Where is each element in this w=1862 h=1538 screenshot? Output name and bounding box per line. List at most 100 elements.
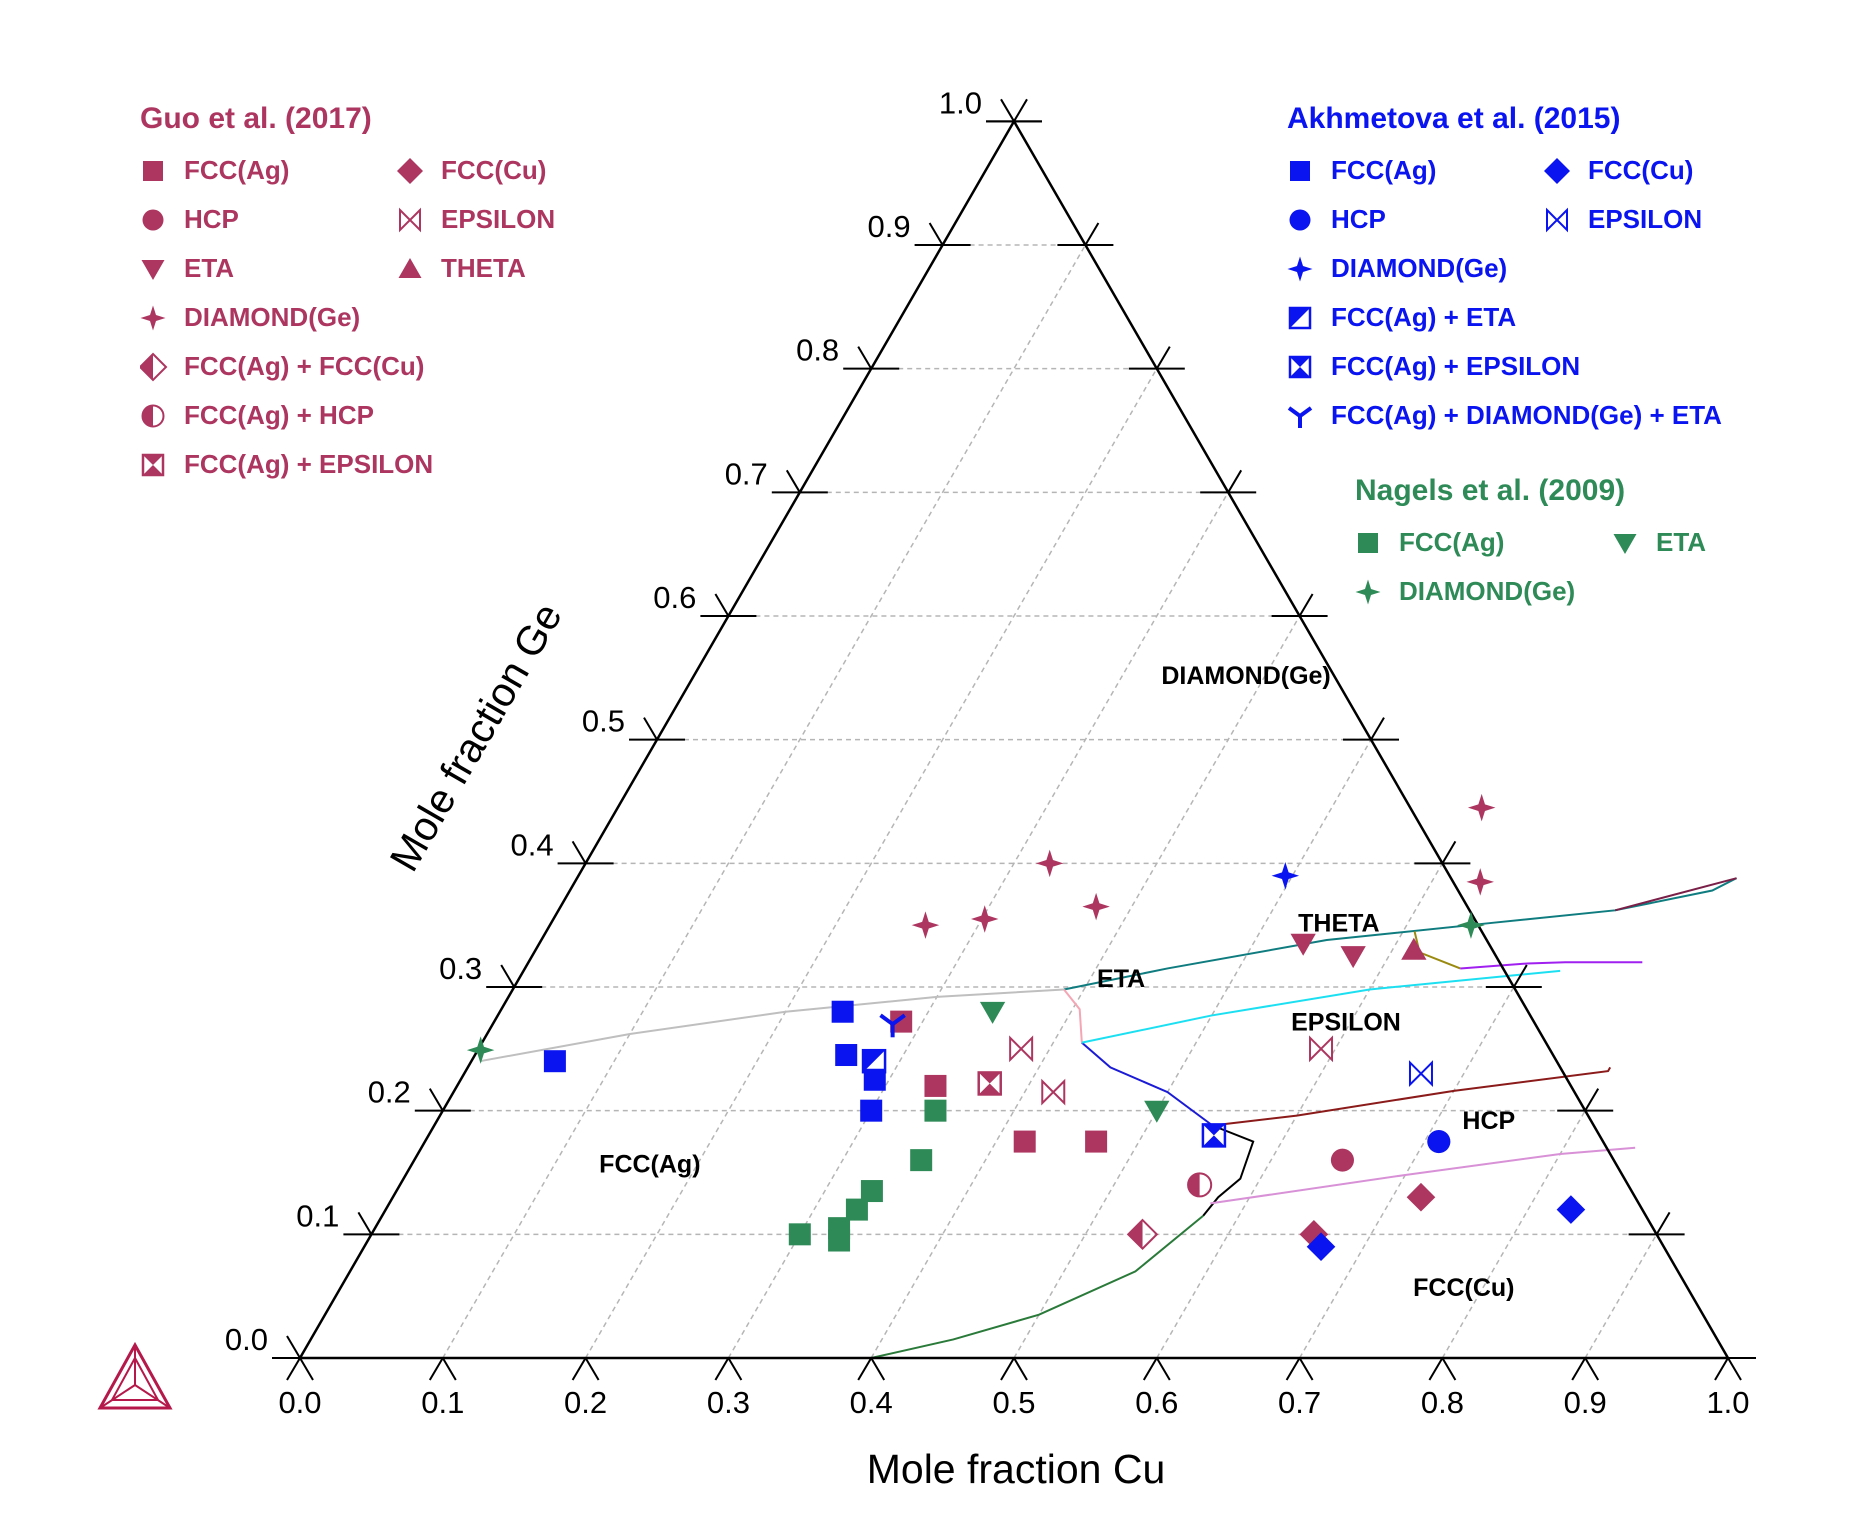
- legend-row: FCC(Ag) + EPSILON: [140, 440, 555, 489]
- legend-item: DIAMOND(Ge): [1287, 253, 1507, 284]
- grid-line: [442, 244, 1087, 1359]
- tri-down-icon: [141, 259, 165, 280]
- marker-half-circle: [1187, 1172, 1213, 1198]
- phase-boundary: [1063, 877, 1738, 991]
- phase-boundary: [1212, 1066, 1612, 1127]
- marker-star4: [911, 911, 940, 939]
- legend-label: FCC(Ag): [1399, 527, 1505, 557]
- legend-label: DIAMOND(Ge): [184, 302, 361, 332]
- tick-mark: [584, 1357, 600, 1381]
- legend-row: FCC(Ag) ETA: [1355, 518, 1706, 567]
- bottom-tick-label: 0.6: [1135, 1385, 1178, 1420]
- marker-tri-up: [398, 257, 422, 278]
- legend-title: Nagels et al. (2009): [1355, 474, 1626, 507]
- bottom-tick-label: 1.0: [1706, 1385, 1749, 1420]
- marker-star4: [1035, 849, 1064, 878]
- bottom-tick-label: 0.0: [278, 1385, 321, 1420]
- legend-item: FCC(Cu): [397, 155, 546, 186]
- marker-square: [845, 1198, 868, 1221]
- legend-row: ETA THETA: [140, 244, 555, 293]
- tick-mark: [714, 593, 730, 617]
- legend-item: HCP: [1287, 204, 1544, 235]
- marker-diamond: [1544, 157, 1570, 184]
- marker-bowtie: [399, 207, 421, 232]
- marker-bowtie: [1041, 1078, 1066, 1106]
- legend-label: FCC(Ag): [184, 155, 290, 185]
- legend-item: FCC(Ag) + DIAMOND(Ge) + ETA: [1287, 400, 1722, 431]
- legend-item: THETA: [397, 253, 526, 284]
- marker-star4: [1271, 861, 1300, 890]
- legend-item: FCC(Ag): [140, 155, 397, 186]
- legend-item: EPSILON: [397, 204, 555, 235]
- tick-mark: [1155, 1357, 1171, 1381]
- left-tick-label: 0.2: [368, 1075, 411, 1110]
- region-label: EPSILON: [1291, 1008, 1401, 1036]
- region-label: HCP: [1462, 1107, 1515, 1135]
- bottom-tick-label: 0.1: [421, 1385, 464, 1420]
- marker-square: [831, 1000, 854, 1023]
- left-tick-label: 0.1: [296, 1198, 339, 1233]
- legend-label: FCC(Ag) + EPSILON: [1331, 351, 1581, 381]
- marker-square: [860, 1099, 883, 1122]
- marker-square: [924, 1099, 947, 1122]
- marker-circle: [142, 209, 164, 230]
- marker-boxbow: [1201, 1123, 1227, 1148]
- phase-boundary: [479, 988, 1065, 1063]
- region-label: DIAMOND(Ge): [1161, 662, 1330, 690]
- legend-label: EPSILON: [1588, 204, 1703, 234]
- tick-mark: [857, 1357, 873, 1381]
- tick-mark: [1655, 1211, 1671, 1235]
- circle-icon: [1289, 209, 1311, 230]
- data-points: [466, 793, 1586, 1261]
- circle-icon: [142, 209, 164, 230]
- half-diamond-icon: [140, 352, 168, 381]
- tick-mark: [1298, 593, 1314, 617]
- tick-mark: [928, 222, 944, 246]
- logo-spoke: [134, 1384, 171, 1409]
- boxbow-icon: [141, 453, 165, 476]
- legend-row: FCC(Ag) FCC(Cu): [1287, 146, 1722, 195]
- legend-item: FCC(Ag) + ETA: [1287, 302, 1516, 333]
- legend-item: FCC(Ag) + EPSILON: [140, 449, 433, 480]
- grid-line: [1013, 739, 1372, 1359]
- tri-up-icon: [398, 257, 422, 278]
- tick-mark: [571, 840, 587, 864]
- legend-row: HCP EPSILON: [1287, 195, 1722, 244]
- legend-item: FCC(Cu): [1544, 155, 1693, 186]
- marker-boxbow: [141, 453, 165, 476]
- tick-mark: [1714, 1357, 1729, 1381]
- legend-item: ETA: [1612, 527, 1706, 558]
- star4-icon: [1355, 579, 1381, 604]
- region-label: ETA: [1097, 965, 1145, 993]
- marker-boxbow: [1288, 355, 1312, 378]
- legend-item: FCC(Ag) + HCP: [140, 400, 374, 431]
- legend-label: FCC(Ag): [1331, 155, 1437, 185]
- legend-item: ETA: [140, 253, 397, 284]
- marker-star4: [1467, 793, 1496, 822]
- legend-row: FCC(Ag) + ETA: [1287, 293, 1722, 342]
- legend-label: FCC(Ag) + ETA: [1331, 302, 1517, 332]
- legend-item: DIAMOND(Ge): [1355, 576, 1575, 607]
- marker-square: [828, 1229, 851, 1252]
- legend-label: HCP: [184, 204, 239, 234]
- legend-item: FCC(Ag): [1355, 527, 1612, 558]
- legend-nagels: Nagels et al. (2009) FCC(Ag) ETA DIAMOND(Ge…: [1355, 474, 1706, 616]
- tick-mark: [1013, 98, 1028, 122]
- legend-label: FCC(Ag) + EPSILON: [184, 449, 434, 479]
- tick-mark: [1584, 1088, 1600, 1112]
- tick-mark: [500, 964, 516, 988]
- legend-item: FCC(Ag) + EPSILON: [1287, 351, 1580, 382]
- legend-item: FCC(Ag): [1287, 155, 1544, 186]
- star4-icon: [140, 305, 166, 330]
- legend-label: FCC(Ag) + HCP: [184, 400, 374, 430]
- region-label: FCC(Cu): [1413, 1274, 1514, 1302]
- marker-square: [1358, 532, 1378, 553]
- tick-mark: [428, 1357, 444, 1381]
- marker-star4: [1287, 256, 1313, 281]
- left-tick-label: 0.6: [653, 580, 696, 615]
- legend-guo: Guo et al. (2017) FCC(Ag) FCC(Cu) HCP EPSILO…: [140, 102, 555, 489]
- tick-mark: [785, 469, 801, 493]
- tick-mark: [1000, 98, 1015, 122]
- marker-circle: [1289, 209, 1311, 230]
